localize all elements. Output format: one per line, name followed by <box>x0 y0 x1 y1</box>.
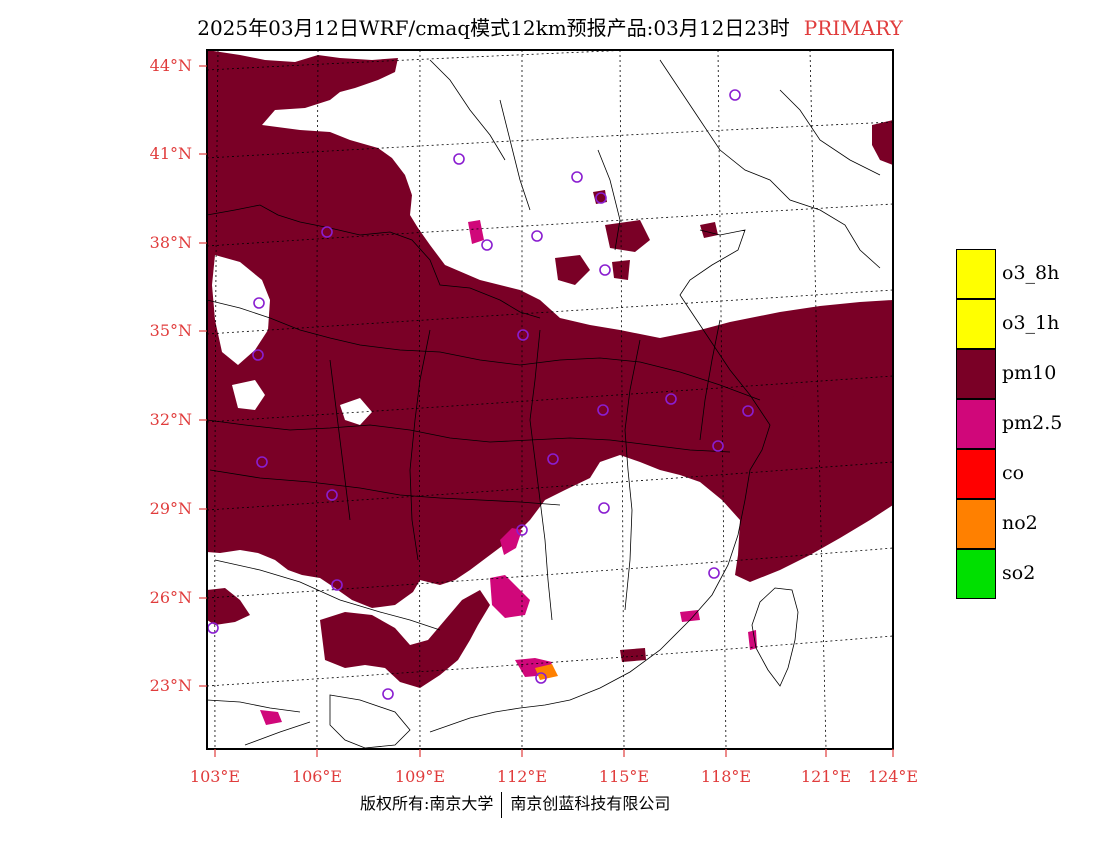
pm10-region-southwest <box>207 588 250 625</box>
legend-label: co <box>1002 462 1025 484</box>
clean-hole-west <box>212 255 270 365</box>
pm10-patch-north-1 <box>555 255 590 285</box>
pm25-patch-guangxi <box>490 575 530 618</box>
lat-label: 29°N <box>149 499 192 518</box>
pm10-region-south <box>320 590 490 688</box>
legend-swatch <box>956 249 996 299</box>
legend-label: so2 <box>1002 562 1036 584</box>
lat-label: 32°N <box>149 410 192 429</box>
lon-label: 106°E <box>291 767 343 786</box>
lon-label: 112°E <box>496 767 548 786</box>
graticule <box>207 50 893 749</box>
legend-swatch <box>956 349 996 399</box>
copyright-footer: 版权所有:南京大学 南京创蓝科技有限公司 <box>360 790 670 818</box>
copyright-left: 版权所有:南京大学 <box>360 794 494 813</box>
clean-hole-northeast <box>405 50 893 305</box>
axis-ticks <box>199 65 894 757</box>
clean-hole-southeast <box>535 490 725 700</box>
legend-label: no2 <box>1002 512 1038 534</box>
pm10-region-main <box>207 50 893 608</box>
lon-label: 124°E <box>867 767 919 786</box>
clean-hole-mid <box>340 398 372 425</box>
lon-label: 118°E <box>700 767 752 786</box>
lat-label: 38°N <box>149 233 192 252</box>
no2-patch-guangzhou <box>535 664 558 680</box>
pm25-patch-yunnan <box>260 710 282 725</box>
legend-label: o3_8h <box>1002 262 1060 284</box>
site-markers <box>207 89 754 700</box>
title-tag: PRIMARY <box>803 16 903 40</box>
lon-label: 121°E <box>800 767 852 786</box>
legend-swatch <box>956 399 996 449</box>
pm25-patch-taiwan <box>748 630 757 650</box>
lat-label: 26°N <box>149 588 192 607</box>
borders <box>207 59 881 749</box>
footer-separator <box>501 791 503 818</box>
lon-label: 115°E <box>598 767 650 786</box>
pm10-patch-north-3 <box>612 260 630 280</box>
pm10-region-hangzhou <box>735 355 800 420</box>
legend-swatch <box>956 549 996 599</box>
pm10-patch-liaoning <box>872 120 893 165</box>
legend-label: o3_1h <box>1002 312 1060 334</box>
map-canvas <box>207 50 893 749</box>
title-main: 2025年03月12日WRF/cmaq模式12km预报产品:03月12日23时 <box>197 16 790 40</box>
map-frame <box>206 49 894 750</box>
lon-label: 103°E <box>189 767 241 786</box>
legend-label: pm2.5 <box>1002 412 1063 434</box>
lat-label: 23°N <box>149 676 192 695</box>
lat-label: 35°N <box>149 321 192 340</box>
map-title: 2025年03月12日WRF/cmaq模式12km预报产品:03月12日23时 P… <box>0 12 1100 41</box>
pm25-patch-fujian <box>680 610 700 622</box>
legend-swatch <box>956 449 996 499</box>
lat-label: 41°N <box>149 144 192 163</box>
lat-label: 44°N <box>149 56 192 75</box>
lon-label: 109°E <box>394 767 446 786</box>
pm10-patch-hainan-coast <box>620 648 646 662</box>
legend-label: pm10 <box>1002 362 1057 384</box>
clean-hole-sw <box>232 380 265 410</box>
pm10-patch-coast <box>700 222 718 238</box>
legend-swatch <box>956 499 996 549</box>
legend-swatch <box>956 299 996 349</box>
pm25-patch-hunan <box>500 528 522 555</box>
pm25-patch-shanxi <box>468 220 484 244</box>
copyright-right: 南京创蓝科技有限公司 <box>510 794 671 813</box>
